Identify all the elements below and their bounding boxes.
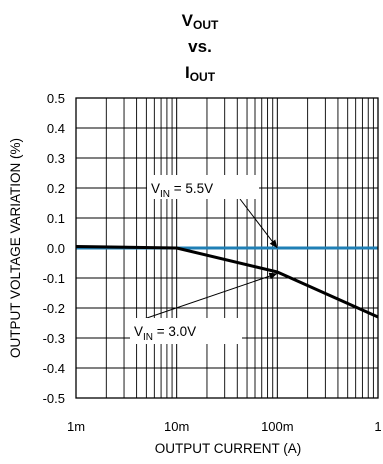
annotation-box [147, 175, 259, 199]
title-line-3: IOUT [185, 63, 216, 84]
y-tick-label: 0.5 [47, 91, 65, 106]
y-tick-label: -0.3 [43, 331, 65, 346]
annotation-leader [140, 273, 278, 321]
annotation-1: VIN = 5.5V [147, 175, 278, 249]
y-tick-label: -0.5 [43, 391, 65, 406]
x-tick-label: 10m [164, 419, 189, 434]
x-tick-label: 100m [261, 419, 294, 434]
tick-labels: 1m 10m 100m 1 0.5 0.4 0.3 0.2 0.1 0.0 -0.1 -0.2 -0.3… [43, 91, 382, 434]
series-line-2 [75, 245, 379, 319]
x-axis-label: OUTPUT CURRENT (A) [155, 441, 302, 456]
plot-border [75, 97, 379, 399]
y-axis-label: OUTPUT VOLTAGE VARIATION (%) [8, 138, 23, 358]
annotation-label: VIN = 5.5V [151, 181, 213, 200]
annotation-2: VIN = 3.0V [130, 272, 278, 344]
annotation-label: VIN = 3.0V [134, 324, 196, 343]
annotation-arrowhead [269, 239, 278, 248]
title-line-1: VOUT [182, 11, 219, 32]
x-tick-label: 1m [67, 419, 85, 434]
annotation-arrowhead [268, 272, 278, 280]
title-line-2: vs. [188, 37, 212, 56]
y-tick-label: 0.0 [47, 241, 65, 256]
y-tick-label: 0.2 [47, 181, 65, 196]
annotation-leader [239, 198, 278, 249]
x-tick-label: 1 [374, 419, 381, 434]
y-tick-label: -0.2 [43, 301, 65, 316]
y-tick-label: 0.3 [47, 151, 65, 166]
y-tick-label: 0.1 [47, 211, 65, 226]
annotations: VIN = 5.5V VIN = 3.0V [130, 175, 278, 344]
series-layer [75, 245, 379, 319]
y-tick-label: -0.4 [43, 361, 65, 376]
plot-frame [75, 97, 379, 399]
y-tick-label: 0.4 [47, 121, 65, 136]
y-tick-label: -0.1 [43, 271, 65, 286]
annotation-box [130, 318, 242, 344]
chart-title: VOUT vs. IOUT [182, 11, 219, 84]
